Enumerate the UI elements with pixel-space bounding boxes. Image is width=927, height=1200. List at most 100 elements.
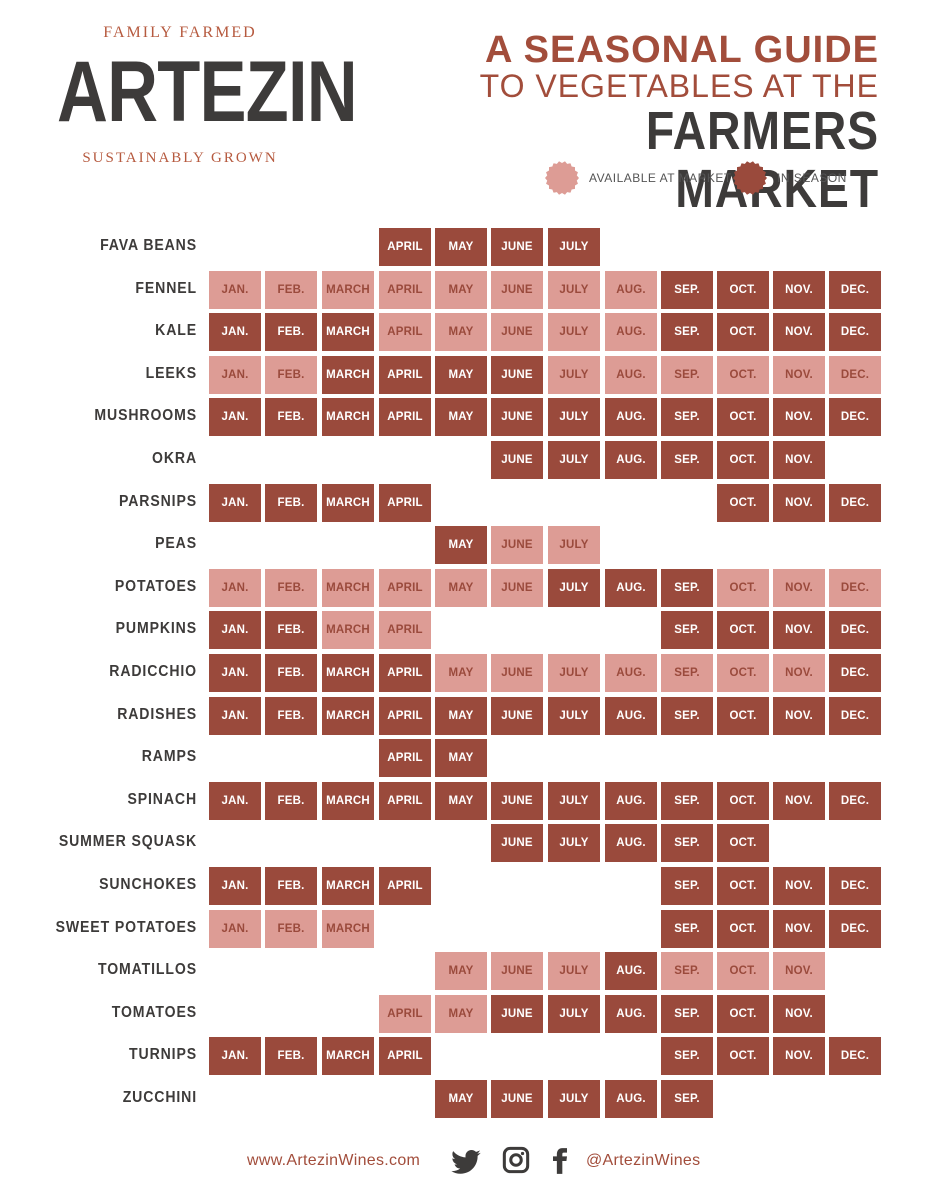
in-season-month-cell: JUNE	[491, 782, 543, 820]
instagram-icon[interactable]	[502, 1146, 530, 1174]
in-season-month-cell: NOV.	[773, 611, 825, 649]
in-season-month-cell: APRIL	[379, 782, 431, 820]
legend-in-season: IN SEASON	[733, 160, 847, 196]
available-month-cell: JULY	[548, 356, 600, 394]
in-season-month-cell: OCT.	[717, 1037, 769, 1075]
in-season-month-cell: SEP.	[661, 697, 713, 735]
in-season-month-cell: NOV.	[773, 484, 825, 522]
available-month-cell: JUNE	[491, 569, 543, 607]
available-month-cell: JUNE	[491, 654, 543, 692]
in-season-month-cell: DEC.	[829, 398, 881, 436]
vegetable-label: RADICCHIO	[109, 663, 197, 680]
available-month-cell: FEB.	[265, 356, 317, 394]
in-season-month-cell: SEP.	[661, 441, 713, 479]
in-season-month-cell: MAY	[435, 697, 487, 735]
in-season-month-cell: MARCH	[322, 654, 374, 692]
available-month-cell: DEC.	[829, 569, 881, 607]
in-season-month-cell: JAN.	[209, 313, 261, 351]
twitter-icon[interactable]	[450, 1146, 482, 1178]
logo-wordmark: ARTEZIN	[57, 44, 358, 140]
title-line-1: A SEASONAL GUIDE	[485, 29, 879, 71]
in-season-month-cell: MARCH	[322, 398, 374, 436]
in-season-month-cell: MARCH	[322, 782, 374, 820]
vegetable-label: LEEKS	[145, 365, 197, 382]
available-month-cell: SEP.	[661, 356, 713, 394]
available-month-cell: JUNE	[491, 526, 543, 564]
in-season-month-cell: NOV.	[773, 910, 825, 948]
available-month-cell: SEP.	[661, 654, 713, 692]
available-month-cell: MARCH	[322, 611, 374, 649]
available-month-cell: NOV.	[773, 569, 825, 607]
available-month-cell: OCT.	[717, 569, 769, 607]
in-season-month-cell: MARCH	[322, 356, 374, 394]
available-month-cell: AUG.	[605, 356, 657, 394]
in-season-month-cell: AUG.	[605, 1080, 657, 1118]
facebook-icon[interactable]	[546, 1146, 574, 1176]
in-season-month-cell: APRIL	[379, 1037, 431, 1075]
in-season-month-cell: MAY	[435, 1080, 487, 1118]
available-month-cell: JUNE	[491, 271, 543, 309]
in-season-month-cell: DEC.	[829, 697, 881, 735]
in-season-month-cell: JUNE	[491, 356, 543, 394]
in-season-month-cell: OCT.	[717, 484, 769, 522]
in-season-month-cell: DEC.	[829, 1037, 881, 1075]
in-season-month-cell: SEP.	[661, 1037, 713, 1075]
in-season-month-cell: JULY	[548, 995, 600, 1033]
in-season-month-cell: DEC.	[829, 313, 881, 351]
footer: www.ArtezinWines.com @ArtezinWines	[0, 1140, 927, 1185]
available-month-cell: JULY	[548, 271, 600, 309]
available-month-cell: FEB.	[265, 910, 317, 948]
in-season-month-cell: JUNE	[491, 995, 543, 1033]
available-month-cell: MAY	[435, 952, 487, 990]
in-season-month-cell: JAN.	[209, 611, 261, 649]
available-month-cell: OCT.	[717, 952, 769, 990]
in-season-month-cell: SEP.	[661, 313, 713, 351]
in-season-month-cell: AUG.	[605, 398, 657, 436]
legend-available-label: AVAILABLE AT MARKET	[589, 171, 732, 185]
in-season-month-cell: JUNE	[491, 824, 543, 862]
in-season-month-cell: SEP.	[661, 995, 713, 1033]
in-season-month-cell: AUG.	[605, 569, 657, 607]
in-season-month-cell: JAN.	[209, 697, 261, 735]
in-season-month-cell: APRIL	[379, 356, 431, 394]
in-season-month-cell: FEB.	[265, 1037, 317, 1075]
in-season-month-cell: MARCH	[322, 1037, 374, 1075]
available-month-cell: APRIL	[379, 313, 431, 351]
available-badge-icon	[545, 161, 579, 195]
in-season-month-cell: NOV.	[773, 697, 825, 735]
available-month-cell: JULY	[548, 526, 600, 564]
in-season-month-cell: DEC.	[829, 910, 881, 948]
available-month-cell: SEP.	[661, 952, 713, 990]
brand-logo: FAMILY FARMED ARTEZIN SUSTAINABLY GROWN	[30, 20, 358, 180]
available-month-cell: MARCH	[322, 271, 374, 309]
in-season-month-cell: AUG.	[605, 952, 657, 990]
vegetable-label: SUNCHOKES	[99, 876, 197, 893]
title-line-3: FARMERS MARKET	[645, 101, 879, 219]
in-season-month-cell: OCT.	[717, 611, 769, 649]
in-season-month-cell: NOV.	[773, 271, 825, 309]
in-season-month-cell: JAN.	[209, 398, 261, 436]
vegetable-label: SWEET POTATOES	[55, 919, 198, 936]
in-season-badge-icon	[733, 161, 767, 195]
in-season-month-cell: NOV.	[773, 1037, 825, 1075]
in-season-month-cell: JAN.	[209, 782, 261, 820]
in-season-month-cell: JULY	[548, 782, 600, 820]
available-month-cell: AUG.	[605, 313, 657, 351]
vegetable-label: TOMATILLOS	[97, 961, 197, 978]
available-month-cell: FEB.	[265, 569, 317, 607]
available-month-cell: APRIL	[379, 611, 431, 649]
in-season-month-cell: OCT.	[717, 995, 769, 1033]
in-season-month-cell: OCT.	[717, 867, 769, 905]
social-handle[interactable]: @ArtezinWines	[586, 1152, 701, 1169]
in-season-month-cell: MARCH	[322, 697, 374, 735]
in-season-month-cell: DEC.	[829, 611, 881, 649]
in-season-month-cell: APRIL	[379, 867, 431, 905]
available-month-cell: MAY	[435, 313, 487, 351]
in-season-month-cell: JUNE	[491, 697, 543, 735]
available-month-cell: APRIL	[379, 569, 431, 607]
in-season-month-cell: JULY	[548, 398, 600, 436]
available-month-cell: APRIL	[379, 995, 431, 1033]
available-month-cell: AUG.	[605, 271, 657, 309]
in-season-month-cell: JULY	[548, 824, 600, 862]
website-link[interactable]: www.ArtezinWines.com	[247, 1152, 421, 1169]
